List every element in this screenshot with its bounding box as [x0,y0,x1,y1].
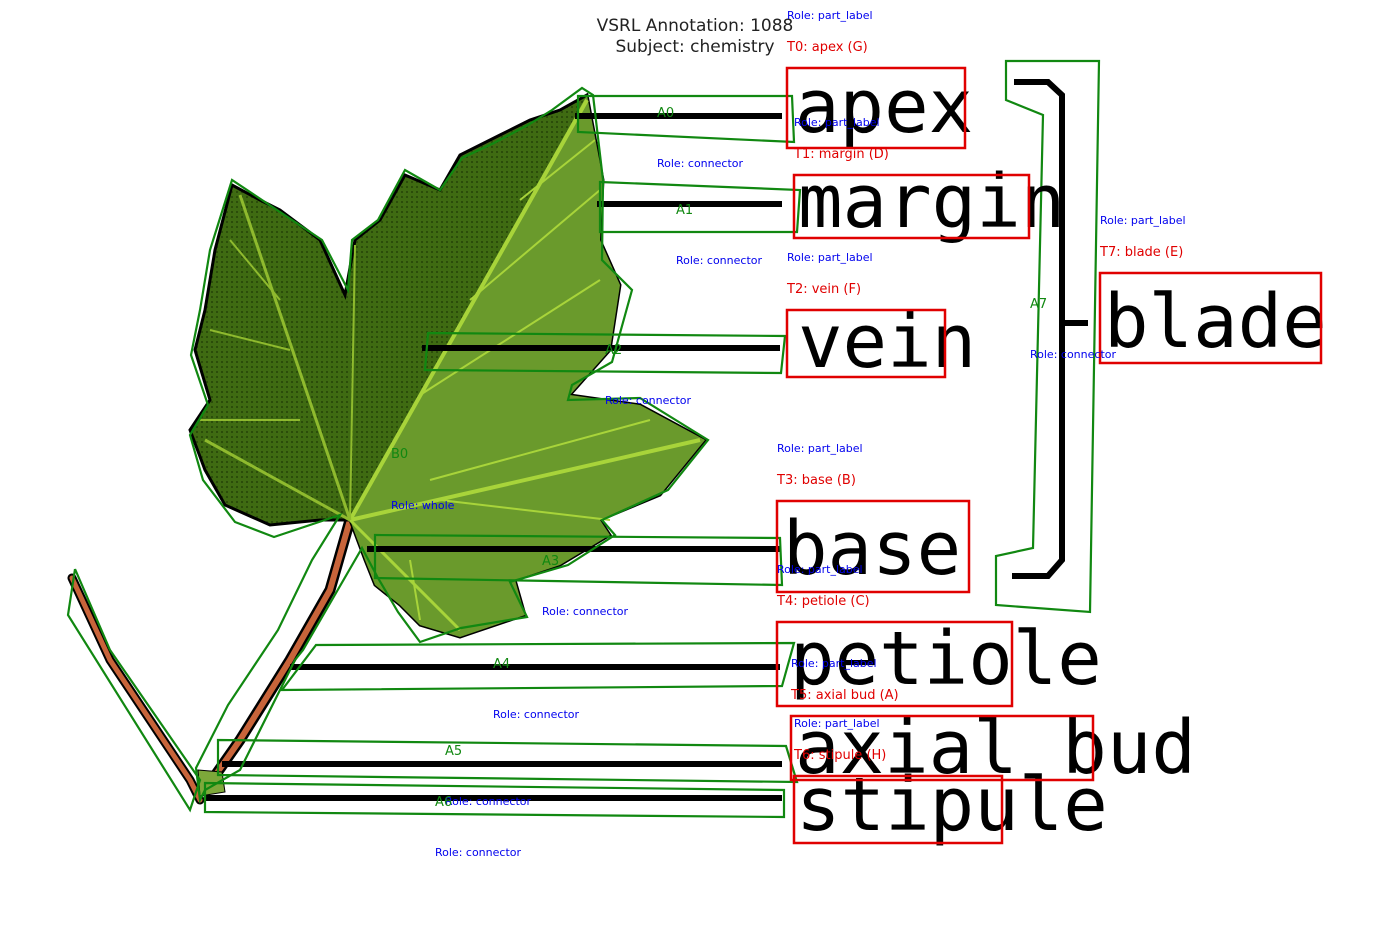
id-a2: A2 [605,343,622,358]
id-a4: A4 [493,657,510,672]
role-t4: Role: part_label [777,563,863,576]
connector-lines [205,113,782,801]
part-labels: apex margin vein base petiole axial bud … [783,64,1327,848]
tag-t3: T3: base (B) [776,473,856,488]
label-blade: blade [1104,279,1327,365]
role-a1: Role: connector [676,254,762,267]
label-margin: margin [798,159,1065,245]
role-a3: Role: connector [542,605,628,618]
role-a7: Role: connector [1030,348,1116,361]
subject-title: Subject: chemistry [615,37,774,57]
tag-t1: T1: margin (D) [793,147,889,162]
leaf-blade-illustration [188,92,708,639]
tag-t5: T5: axial bud (A) [790,688,899,703]
role-a2: Role: connector [605,394,691,407]
role-b0: Role: whole [391,499,455,512]
label-boxes [775,66,1323,845]
blade-bracket [1012,79,1088,579]
label-apex: apex [795,64,973,150]
tag-t2: T2: vein (F) [786,282,861,297]
tag-t4: T4: petiole (C) [776,594,870,609]
role-t5: Role: part_label [791,657,877,670]
id-a1: A1 [676,203,693,218]
annotation-title: VSRL Annotation: 1088 [597,16,794,36]
role-t6: Role: part_label [794,717,880,730]
role-t1: Role: part_label [794,116,880,129]
id-annotations: A0 A1 A7 A2 B0 A3 A4 A5 A6 [391,106,1047,810]
label-petiole: petiole [790,616,1102,702]
tag-t0: T0: apex (G) [786,40,868,55]
role-t2: Role: part_label [787,251,873,264]
role-t7: Role: part_label [1100,214,1186,227]
annotation-polygons [66,59,1101,819]
role-t0: Role: part_label [787,9,873,22]
role-a6: Role: connector [435,846,521,859]
tag-t6: T6: stipule (H) [793,748,886,763]
id-a5: A5 [445,744,462,759]
id-a6: A6 [435,795,452,810]
role-a0: Role: connector [657,157,743,170]
tag-t7: T7: blade (E) [1099,245,1183,260]
label-vein: vein [798,299,976,385]
id-a3: A3 [542,554,559,569]
stem-illustration [67,514,356,805]
id-a0: A0 [657,106,674,121]
label-base: base [783,506,961,592]
role-t3: Role: part_label [777,442,863,455]
role-a5: Role: connector [445,795,531,808]
role-annotations: Role: part_label Role: part_label Role: … [391,9,1186,859]
tag-annotations: T0: apex (G) T1: margin (D) T7: blade (E… [776,40,1183,763]
id-a7: A7 [1030,297,1047,312]
role-a4: Role: connector [493,708,579,721]
id-b0: B0 [391,447,408,462]
